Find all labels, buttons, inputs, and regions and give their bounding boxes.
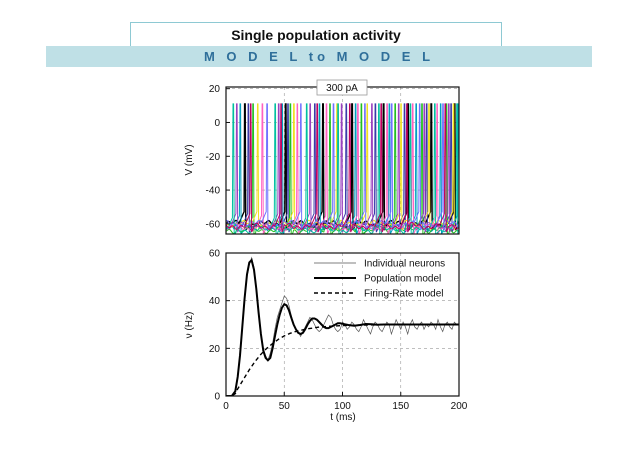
rate-ylabel: ν (Hz) [184, 312, 195, 339]
voltage-tick-label: 0 [214, 118, 220, 129]
annotation-label: 300 pA [326, 83, 358, 94]
rate-grid [226, 253, 459, 396]
legend-label: Firing-Rate model [364, 289, 443, 300]
voltage-ticks: 20 0 -20 -40 -60 [206, 84, 230, 230]
rate-series-population-model [226, 258, 459, 396]
voltage-trace-10 [226, 103, 459, 233]
legend-label: Population model [364, 274, 441, 285]
voltage-tick-label: -20 [206, 152, 221, 163]
rate-ytick-label: 60 [209, 249, 221, 260]
rate-xtick-label: 200 [451, 401, 468, 412]
voltage-tick-label: -40 [206, 186, 221, 197]
rate-xtick-label: 50 [279, 401, 291, 412]
legend-label: Individual neurons [364, 259, 445, 270]
rate-ytick-label: 20 [209, 344, 221, 355]
rate-xlabel: t (ms) [330, 412, 356, 423]
voltage-ylabel: V (mV) [184, 144, 195, 175]
rate-xtick-label: 150 [392, 401, 409, 412]
slide-title: Single population activity [130, 22, 502, 46]
rate-series-firing-rate-model [226, 323, 459, 396]
voltage-trace-9 [226, 103, 459, 231]
rate-legend: Individual neurons Population model Firing… [314, 259, 445, 300]
rate-ytick-label: 40 [209, 296, 221, 307]
annotation-box [316, 79, 368, 96]
rate-series [226, 256, 459, 396]
voltage-panel: 20 0 -20 -40 -60 V (mV) 300 pA [184, 79, 460, 235]
voltage-traces [226, 103, 459, 234]
rate-ticks: 0 20 40 60 0 50 100 150 200 [209, 249, 468, 413]
rate-xtick-label: 0 [223, 401, 229, 412]
voltage-tick-label: 20 [209, 84, 221, 95]
slide-subtitle: M O D E L to M O D E L [46, 46, 592, 67]
rate-ytick-label: 0 [214, 392, 220, 403]
rate-xtick-label: 100 [334, 401, 351, 412]
rate-panel: 0 20 40 60 0 50 100 150 200 ν (Hz) t (ms) Indivi… [184, 249, 468, 424]
voltage-tick-label: -60 [206, 219, 221, 230]
